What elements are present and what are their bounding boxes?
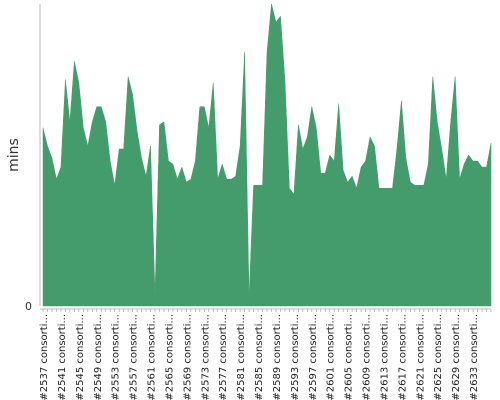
x-axis-ticks — [42, 309, 492, 312]
x-tick-label: #2605 consorti... — [344, 314, 355, 400]
x-tick-label: #2577 consorti... — [218, 314, 229, 400]
x-axis-tick-labels: #2537 consorti... #2541 consorti... #2545 … — [39, 314, 480, 400]
x-tick-label: #2629 consorti... — [451, 314, 462, 400]
x-tick-label: #2613 consorti... — [379, 314, 390, 400]
x-tick-label: #2537 consorti... — [39, 314, 50, 400]
x-tick-label: #2557 consorti... — [129, 314, 140, 400]
x-tick-label: #2593 consorti... — [290, 314, 301, 400]
x-tick-label: #2621 consorti... — [415, 314, 426, 400]
x-tick-label: #2569 consorti... — [182, 314, 193, 400]
x-tick-label: #2617 consorti... — [397, 314, 408, 400]
x-tick-label: #2609 consorti... — [362, 314, 373, 400]
x-tick-label: #2545 consorti... — [75, 314, 86, 400]
x-tick-label: #2585 consorti... — [254, 314, 265, 400]
area-series — [42, 3, 492, 307]
x-tick-label: #2597 consorti... — [308, 314, 319, 400]
x-tick-label: #2541 consorti... — [57, 314, 68, 400]
area-fill — [42, 3, 492, 307]
x-tick-label: #2633 consorti... — [469, 314, 480, 400]
y-tick-label-0: 0 — [25, 300, 32, 313]
y-axis-label: mins — [6, 138, 22, 172]
x-tick-label: #2581 consorti... — [236, 314, 247, 400]
x-tick-label: #2549 consorti... — [93, 314, 104, 400]
x-tick-label: #2561 consorti... — [147, 314, 158, 400]
x-tick-label: #2573 consorti... — [200, 314, 211, 400]
x-tick-label: #2601 consorti... — [326, 314, 337, 400]
x-tick-label: #2625 consorti... — [433, 314, 444, 400]
x-tick-label: #2589 consorti... — [272, 314, 283, 400]
x-tick-label: #2553 consorti... — [111, 314, 122, 400]
x-tick-label: #2565 consorti... — [164, 314, 175, 400]
